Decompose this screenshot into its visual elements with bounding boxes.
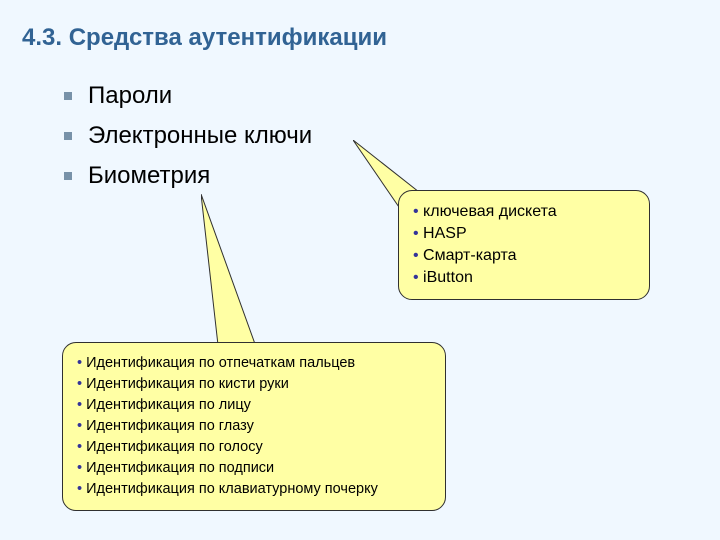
callout-item: ключевая дискета	[413, 201, 635, 223]
callout-electronic-keys: ключевая дискета HASP Смарт-карта iButto…	[398, 190, 650, 300]
main-list: Пароли Электронные ключи Биометрия	[64, 82, 312, 202]
callout-item: Идентификация по лицу	[77, 395, 431, 416]
callout-item: Идентификация по голосу	[77, 437, 431, 458]
callout-item: iButton	[413, 267, 635, 289]
square-bullet-icon	[64, 92, 72, 100]
callout-biometrics: Идентификация по отпечаткам пальцев Иден…	[62, 342, 446, 511]
callout-item: Идентификация по подписи	[77, 458, 431, 479]
main-item-label: Электронные ключи	[88, 122, 312, 150]
main-item: Пароли	[64, 82, 312, 110]
callout-item: HASP	[413, 223, 635, 245]
slide-title: 4.3. Средства аутентификации	[22, 24, 387, 52]
callout-item: Идентификация по клавиатурному почерку	[77, 479, 431, 500]
callout-item: Идентификация по глазу	[77, 416, 431, 437]
callout-item: Идентификация по отпечаткам пальцев	[77, 353, 431, 374]
square-bullet-icon	[64, 172, 72, 180]
square-bullet-icon	[64, 132, 72, 140]
main-item: Электронные ключи	[64, 122, 312, 150]
callout-list: ключевая дискета HASP Смарт-карта iButto…	[413, 201, 635, 289]
callout-list: Идентификация по отпечаткам пальцев Иден…	[77, 353, 431, 500]
callout-tail-icon	[201, 194, 271, 354]
callout-item: Смарт-карта	[413, 245, 635, 267]
main-item: Биометрия	[64, 162, 312, 190]
callout-item: Идентификация по кисти руки	[77, 374, 431, 395]
main-item-label: Пароли	[88, 82, 172, 110]
main-item-label: Биометрия	[88, 162, 210, 190]
